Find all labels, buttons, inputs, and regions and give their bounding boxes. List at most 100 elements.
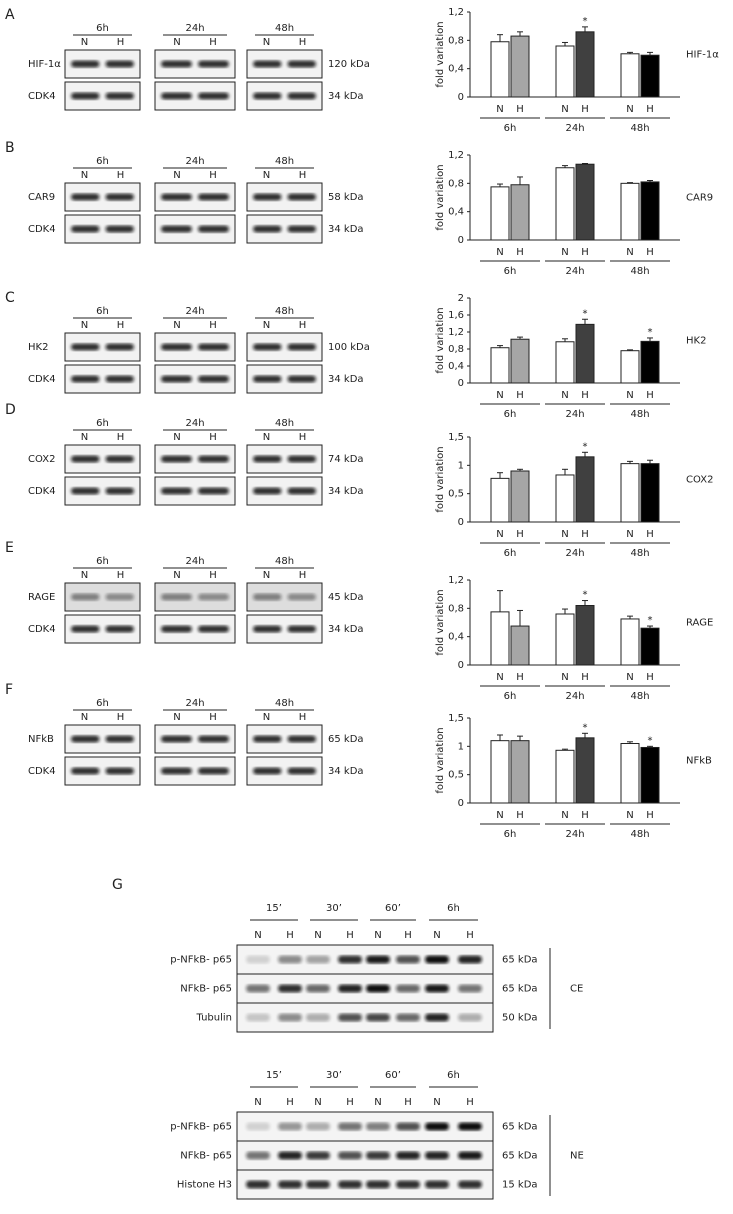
- lane-label: N: [173, 570, 180, 581]
- lane-label: H: [117, 570, 125, 581]
- series-label: H: [581, 247, 589, 258]
- series-label: N: [561, 810, 568, 821]
- y-tick-label: 1,5: [448, 713, 464, 724]
- panel-letter: C: [5, 290, 15, 306]
- protein-label: CDK4: [28, 624, 56, 635]
- series-label: H: [516, 390, 524, 401]
- x-tick-label: 6h: [504, 409, 517, 420]
- band: [105, 625, 134, 633]
- chart-title: CAR9: [686, 193, 713, 204]
- band: [71, 487, 100, 495]
- y-axis-title: fold variation: [435, 21, 446, 87]
- time-label: 30’: [326, 1070, 342, 1081]
- band: [458, 984, 482, 993]
- series-label: N: [496, 247, 503, 258]
- band: [253, 735, 282, 743]
- series-label: H: [516, 104, 524, 115]
- band: [306, 984, 330, 993]
- time-label: 6h: [96, 306, 109, 317]
- y-tick-label: 2: [458, 293, 464, 304]
- band: [425, 1122, 449, 1131]
- blot-box: [236, 1111, 494, 1200]
- series-label: H: [581, 672, 589, 683]
- series-label: N: [496, 529, 503, 540]
- band: [105, 455, 134, 463]
- x-tick-label: 48h: [630, 548, 649, 559]
- protein-label: p-NFkB- p65: [170, 955, 232, 966]
- band: [338, 955, 362, 964]
- series-label: H: [646, 672, 654, 683]
- panel-letter: E: [5, 540, 14, 556]
- panel-letter: A: [5, 7, 15, 23]
- time-label: 24h: [185, 418, 204, 429]
- band: [396, 1180, 420, 1189]
- size-label: 34 kDa: [328, 766, 364, 777]
- bar: [555, 613, 575, 666]
- protein-label: CDK4: [28, 486, 56, 497]
- size-label: 50 kDa: [502, 1013, 538, 1024]
- y-tick-label: 0: [458, 92, 464, 103]
- protein-label: RAGE: [28, 592, 55, 603]
- bar: [490, 740, 510, 804]
- band: [287, 343, 316, 351]
- band: [71, 225, 100, 233]
- protein-label: NFkB- p65: [180, 984, 232, 995]
- lane-label: H: [299, 712, 307, 723]
- band: [306, 955, 330, 964]
- bar: [510, 35, 530, 98]
- band: [396, 955, 420, 964]
- band: [246, 1013, 270, 1022]
- lane-label: H: [286, 930, 294, 941]
- bar: [555, 341, 575, 384]
- time-label: 48h: [275, 156, 294, 167]
- band: [338, 1180, 362, 1189]
- x-tick-label: 6h: [504, 123, 517, 134]
- x-tick-label: 6h: [504, 548, 517, 559]
- y-tick-label: 0,4: [448, 632, 464, 643]
- band: [246, 984, 270, 993]
- bar: [490, 611, 510, 666]
- bar: [575, 31, 595, 98]
- bar: [640, 181, 660, 241]
- lane-label: N: [263, 37, 270, 48]
- lane-label: H: [299, 37, 307, 48]
- lane-label: N: [81, 570, 88, 581]
- band: [71, 767, 100, 775]
- blot-box: [236, 944, 494, 1033]
- band: [71, 375, 100, 383]
- series-label: H: [581, 390, 589, 401]
- lane-label: H: [346, 1097, 354, 1108]
- time-label: 30’: [326, 903, 342, 914]
- y-tick-label: 0,8: [448, 35, 464, 46]
- y-tick-label: 0,8: [448, 178, 464, 189]
- significance: *: [648, 327, 653, 338]
- lane-label: H: [286, 1097, 294, 1108]
- band: [366, 1122, 390, 1131]
- series-label: N: [496, 390, 503, 401]
- band: [396, 984, 420, 993]
- band: [161, 193, 192, 201]
- band: [425, 1180, 449, 1189]
- band: [287, 455, 316, 463]
- series-label: H: [646, 529, 654, 540]
- bar: [640, 627, 660, 666]
- band: [198, 193, 229, 201]
- time-label: 6h: [96, 698, 109, 709]
- band: [396, 1013, 420, 1022]
- size-label: 34 kDa: [328, 91, 364, 102]
- bar: [510, 338, 530, 384]
- y-tick-label: 1,2: [448, 150, 464, 161]
- x-tick-label: 24h: [565, 691, 584, 702]
- bar: [510, 470, 530, 523]
- band: [71, 625, 100, 633]
- lane-label: H: [466, 930, 474, 941]
- series-label: H: [581, 104, 589, 115]
- band: [105, 767, 134, 775]
- lane-label: N: [81, 37, 88, 48]
- time-label: 6h: [447, 903, 460, 914]
- band: [71, 455, 100, 463]
- size-label: 65 kDa: [328, 734, 364, 745]
- significance: *: [648, 735, 653, 746]
- y-tick-label: 0,4: [448, 361, 464, 372]
